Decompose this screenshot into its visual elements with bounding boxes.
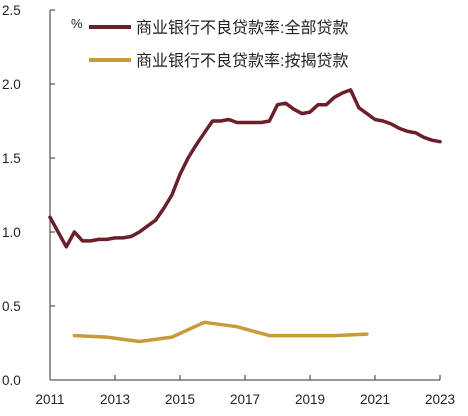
y-tick-label: 0.5: [2, 299, 21, 314]
legend-label-2: 商业银行不良贷款率:按揭贷款: [136, 52, 348, 70]
x-axis: 2011 2013 2015 2017 2019 2021 2023: [35, 375, 455, 407]
y-tick-label: 2.0: [2, 77, 21, 92]
series-line-2: [72, 320, 369, 344]
x-tick-label: 2017: [230, 392, 260, 407]
legend-label-1: 商业银行不良贷款率:全部贷款: [136, 19, 348, 37]
y-tick-label: 1.0: [2, 225, 21, 240]
x-tick-label: 2011: [35, 392, 64, 407]
x-tick-label: 2023: [425, 392, 455, 407]
series-line-1: [48, 88, 442, 249]
series-layer: [48, 88, 442, 344]
x-tick-label: 2015: [165, 392, 195, 407]
x-tick-label: 2021: [360, 392, 390, 407]
y-tick-label: 0.0: [2, 373, 21, 388]
y-tick-label: 2.5: [2, 3, 21, 18]
x-tick-label: 2013: [100, 392, 130, 407]
y-axis: 0.0 0.5 1.0 1.5 2.0 2.5: [2, 3, 55, 388]
y-tick-label: 1.5: [2, 151, 21, 166]
y-axis-unit-label: %: [71, 16, 83, 31]
x-tick-label: 2019: [295, 392, 325, 407]
